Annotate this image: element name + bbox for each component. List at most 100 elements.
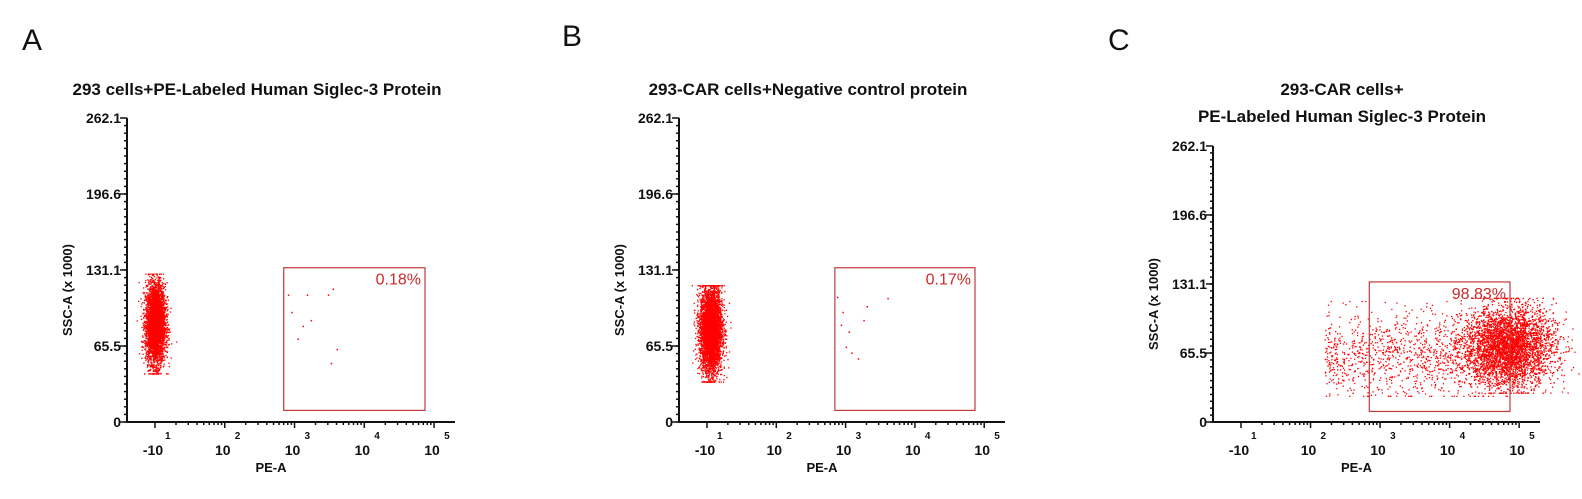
event-dot — [157, 305, 160, 307]
event-dot — [150, 361, 152, 363]
event-dot — [161, 304, 163, 306]
event-dot — [161, 314, 163, 316]
event-dot — [167, 324, 170, 326]
event-dot — [146, 318, 148, 320]
event-dot — [151, 274, 154, 276]
event-dot — [161, 309, 163, 311]
event-dot — [149, 336, 151, 338]
event-dot — [716, 293, 718, 295]
event-dot — [141, 341, 143, 343]
event-dot — [696, 315, 698, 317]
event-dot — [140, 305, 142, 308]
event-dot — [164, 283, 167, 285]
event-dot — [165, 322, 167, 324]
event-dot — [160, 339, 162, 341]
event-dot — [705, 285, 707, 288]
event-dot — [149, 358, 151, 360]
event-dot — [156, 317, 158, 319]
event-dot — [164, 299, 167, 302]
event-dot — [152, 309, 155, 311]
event-dot — [148, 363, 150, 366]
event-dot — [146, 310, 148, 312]
event-dot — [158, 318, 160, 320]
event-dot — [151, 361, 153, 363]
event-dot — [160, 307, 162, 309]
event-dot — [158, 283, 161, 285]
event-dot — [145, 286, 147, 288]
event-dot — [164, 327, 166, 330]
event-dot — [161, 287, 163, 290]
event-dot — [157, 304, 160, 306]
event-dot — [157, 288, 159, 290]
event-dot — [153, 345, 155, 347]
event-dot — [159, 290, 161, 292]
event-dot — [156, 363, 158, 365]
event-dot — [150, 364, 152, 366]
event-dot — [153, 363, 155, 366]
event-dot — [152, 318, 154, 320]
event-dot — [154, 330, 156, 332]
event-dot — [161, 311, 163, 314]
event-dot — [147, 304, 150, 306]
event-dot — [155, 330, 157, 332]
event-dot — [166, 282, 168, 284]
event-dot — [148, 335, 151, 337]
event-dot — [146, 310, 148, 312]
event-dot — [160, 325, 162, 327]
event-dot — [167, 299, 170, 301]
event-dot — [149, 310, 152, 312]
event-dot — [161, 310, 163, 313]
event-dot — [159, 273, 161, 275]
event-dot — [166, 330, 168, 332]
x-tick-label: 10 — [355, 442, 371, 458]
event-dot — [168, 343, 170, 346]
event-dot — [150, 301, 152, 304]
event-dot — [155, 339, 158, 341]
event-dot — [157, 284, 160, 286]
event-dot — [161, 308, 163, 311]
event-dot — [153, 338, 156, 340]
event-dot — [158, 339, 160, 341]
event-dot — [140, 318, 143, 321]
event-dot — [148, 327, 150, 329]
event-dot — [152, 340, 154, 342]
event-dot — [154, 344, 156, 346]
event-dot — [146, 307, 148, 309]
event-dot — [163, 327, 165, 329]
event-dot — [136, 320, 138, 322]
event-dot — [153, 293, 155, 296]
event-dot — [148, 354, 150, 357]
event-dot — [145, 334, 147, 337]
event-dot — [147, 357, 149, 359]
event-dot — [152, 273, 154, 275]
event-dot — [163, 318, 165, 320]
event-dot — [149, 320, 151, 322]
event-dot — [157, 348, 160, 350]
event-dot — [156, 322, 158, 324]
event-dot — [149, 325, 151, 327]
event-dot — [145, 321, 147, 323]
event-dot — [161, 339, 163, 342]
event-dot — [152, 351, 155, 353]
event-dot — [147, 352, 149, 355]
event-dot — [154, 358, 156, 360]
event-dot — [151, 310, 154, 313]
event-dot — [155, 367, 157, 369]
event-dot — [159, 340, 161, 342]
event-dot — [158, 279, 160, 281]
event-dot — [164, 318, 166, 320]
event-dot — [161, 307, 163, 309]
event-dot — [161, 283, 164, 285]
event-dot — [153, 295, 155, 297]
event-dot — [151, 315, 153, 318]
event-dot — [161, 334, 164, 336]
event-dot — [160, 351, 162, 353]
event-dot — [157, 300, 159, 302]
event-dot — [161, 281, 163, 284]
event-dot — [147, 326, 149, 328]
event-dot — [153, 306, 155, 309]
event-dot — [155, 303, 157, 305]
event-dot — [158, 350, 160, 353]
event-dot — [151, 320, 154, 322]
gate-percent: 0.18% — [376, 272, 421, 289]
